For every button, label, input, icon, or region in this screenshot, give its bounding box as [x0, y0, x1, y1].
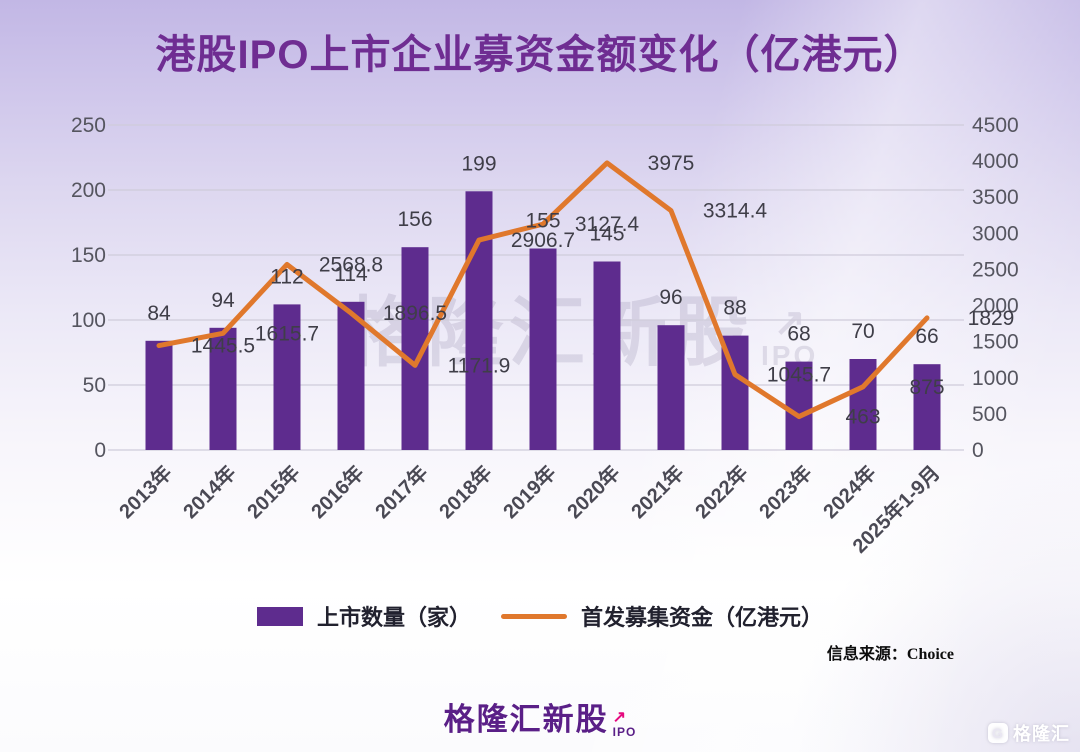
bar-2021年 [657, 325, 685, 450]
line-value-label: 1045.7 [767, 363, 831, 386]
right-axis-tick: 3500 [972, 186, 1019, 209]
legend-item-line: 首发募集资金（亿港元） [501, 600, 823, 632]
chart-legend: 上市数量（家） 首发募集资金（亿港元） [0, 600, 1080, 632]
corner-brand-text: 格隆汇 [1013, 724, 1070, 744]
bar-series-swatch [256, 606, 303, 626]
bar-value-label: 156 [397, 208, 432, 231]
bar-value-label: 155 [525, 210, 560, 233]
x-axis-label: 2023年 [754, 461, 817, 524]
bar-value-label: 112 [270, 265, 303, 288]
line-value-label: 1445.5 [191, 335, 255, 358]
footer-logo: 格隆汇新股 ↗ IPO [0, 694, 1080, 739]
left-axis-tick: 250 [71, 114, 106, 137]
chart-canvas: 0501001502002500500100015002000250030003… [71, 114, 1019, 558]
bar-2019年 [529, 248, 557, 450]
left-axis-tick: 200 [71, 179, 106, 202]
right-axis-tick: 2500 [972, 258, 1019, 281]
footer-logo-arrow-icon: ↗ [612, 709, 627, 727]
x-axis-label: 2019年 [498, 461, 561, 524]
x-axis-label: 2016年 [306, 461, 369, 524]
left-axis-tick: 50 [83, 374, 106, 397]
line-value-label: 1171.9 [448, 354, 511, 377]
line-value-label: 2568.8 [319, 253, 383, 276]
x-axis-label: 2020年 [562, 461, 625, 524]
bar-2015年 [273, 304, 301, 450]
bar-value-label: 66 [915, 325, 938, 348]
right-axis-tick: 500 [972, 403, 1007, 426]
bar-2014年 [209, 327, 237, 450]
left-axis-tick: 100 [71, 309, 106, 332]
x-axis-label: 2015年 [242, 461, 305, 524]
bar-value-label: 68 [787, 323, 810, 346]
footer-logo-sub: IPO [612, 725, 637, 739]
bar-2024年 [849, 359, 877, 450]
line-series-swatch [501, 613, 567, 619]
bar-2018年 [465, 191, 493, 451]
line-value-label: 3127.4 [575, 213, 640, 236]
bar-2020年 [593, 261, 621, 450]
right-axis-tick: 2000 [972, 295, 1019, 318]
legend-bar-label: 上市数量（家） [316, 605, 471, 630]
corner-brand-logo: G 格隆汇 [988, 720, 1070, 746]
line-value-label: 2906.7 [511, 229, 575, 252]
x-axis-label: 2022年 [690, 461, 753, 524]
bar-2023年 [785, 361, 813, 450]
right-axis-tick: 4500 [972, 114, 1019, 137]
x-axis-label: 2021年 [626, 461, 689, 524]
bar-value-label: 145 [589, 223, 624, 246]
x-axis-label: 2013年 [114, 461, 177, 524]
bar-2016年 [337, 301, 365, 450]
line-value-label: 1829 [968, 307, 1015, 330]
page-title: 港股IPO上市企业募资金额变化（亿港元） [155, 33, 925, 77]
right-axis-tick: 3000 [972, 222, 1019, 245]
right-axis-tick: 4000 [972, 150, 1019, 173]
bar-value-label: 114 [334, 263, 368, 286]
line-value-label: 875 [909, 376, 944, 399]
line-value-label: 3975 [648, 152, 695, 175]
right-axis-tick: 0 [972, 439, 984, 462]
legend-item-bars: 上市数量（家） [256, 600, 471, 632]
bar-2013年 [145, 340, 173, 450]
line-value-label: 3314.4 [703, 200, 768, 223]
line-value-label: 1615.7 [255, 322, 319, 345]
brand-g-icon: G [988, 723, 1008, 743]
line-series [156, 160, 930, 420]
bar-value-label: 94 [211, 289, 235, 312]
x-axis-label: 2017年 [370, 461, 433, 524]
left-axis-tick: 150 [71, 244, 106, 267]
footer-logo-text: 格隆汇新股 [443, 702, 609, 737]
x-axis-label: 2018年 [434, 461, 497, 524]
bar-value-label: 84 [147, 302, 171, 325]
x-axis-label: 2024年 [818, 461, 881, 524]
line-value-label: 1896.5 [383, 302, 447, 325]
bar-value-label: 96 [659, 286, 682, 309]
bar-2025年1-9月 [913, 364, 941, 450]
bar-value-label: 88 [723, 297, 746, 320]
source-note: 信息来源：Choice [826, 646, 954, 663]
x-axis-label: 2014年 [178, 461, 241, 524]
right-axis-tick: 1500 [972, 331, 1019, 354]
bar-value-label: 199 [461, 152, 496, 175]
right-axis-tick: 1000 [972, 367, 1019, 390]
bar-value-label: 70 [851, 320, 874, 343]
left-axis-tick: 0 [94, 439, 106, 462]
legend-line-label: 首发募集资金（亿港元） [581, 605, 824, 630]
line-value-label: 463 [845, 406, 880, 429]
